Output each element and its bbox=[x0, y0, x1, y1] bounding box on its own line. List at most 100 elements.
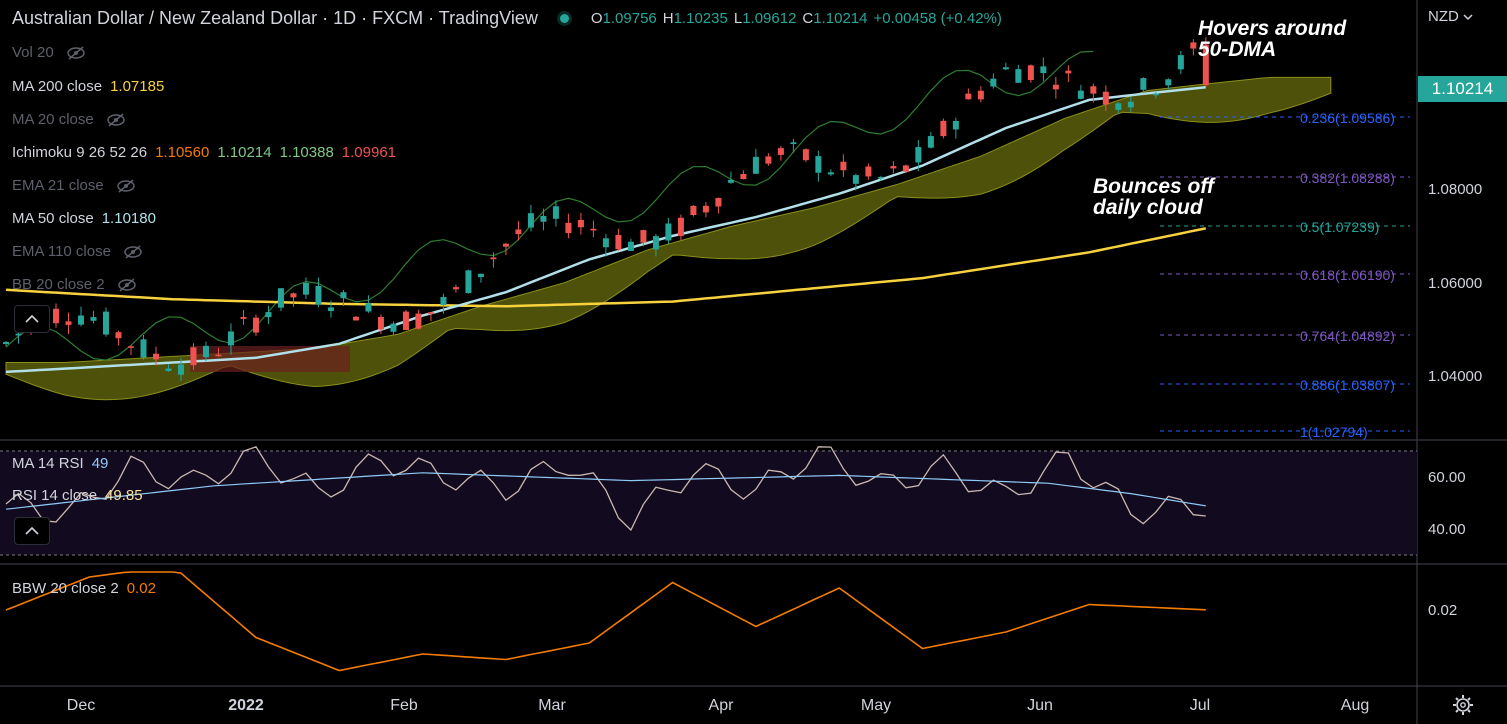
time-axis-label: Jun bbox=[1027, 697, 1053, 714]
candle-body bbox=[815, 156, 822, 173]
candle-body bbox=[590, 228, 597, 231]
candle-body bbox=[1127, 101, 1134, 108]
candle-body bbox=[965, 93, 972, 100]
legend-rsi[interactable]: RSI 14 close 49.85 bbox=[12, 487, 151, 504]
candle-body bbox=[702, 205, 709, 213]
rsi-band bbox=[0, 451, 1417, 555]
candle-body bbox=[1077, 90, 1084, 99]
rsi-axis-label: 60.00 bbox=[1428, 469, 1466, 486]
eye-hidden-icon[interactable] bbox=[106, 112, 126, 127]
candle-body bbox=[890, 166, 897, 169]
annotation-line: 50-DMA bbox=[1198, 38, 1277, 61]
candle-body bbox=[502, 243, 509, 247]
ohlc-item: L1.09612 bbox=[733, 10, 797, 27]
candle-body bbox=[115, 332, 122, 339]
ohlc-readout: O1.09756 H1.10235 L1.09612 C1.10214 +0.00458… bbox=[591, 10, 1008, 27]
legend-vol-label: Vol 20 bbox=[12, 44, 54, 61]
time-axis-label: May bbox=[860, 697, 892, 714]
candle-body bbox=[1177, 55, 1184, 70]
legend-ma14rsi[interactable]: MA 14 RSI 49 bbox=[12, 455, 116, 472]
candle-body bbox=[740, 173, 747, 180]
settings-gear-icon[interactable] bbox=[1452, 694, 1474, 716]
time-axis-label: Apr bbox=[708, 697, 734, 714]
candle-body bbox=[927, 136, 934, 148]
annotation-bounces[interactable]: Bounces off daily cloud bbox=[1093, 176, 1214, 218]
legend-ma50[interactable]: MA 50 close 1.10180 bbox=[12, 210, 164, 227]
legend-ema110[interactable]: EMA 110 close bbox=[12, 243, 143, 260]
ichimoku-value-4: 1.09961 bbox=[341, 144, 397, 161]
price-axis-label: 1.08000 bbox=[1428, 181, 1483, 198]
time-axis-label: Aug bbox=[1340, 697, 1370, 714]
candle-body bbox=[215, 354, 222, 357]
candle-body bbox=[1190, 42, 1197, 49]
candle-body bbox=[852, 175, 859, 184]
candle-body bbox=[977, 90, 984, 100]
candle-body bbox=[615, 235, 622, 250]
eye-hidden-icon[interactable] bbox=[116, 178, 136, 193]
candle-body bbox=[1090, 86, 1097, 94]
candle-body bbox=[1040, 66, 1047, 74]
eye-hidden-icon[interactable] bbox=[123, 244, 143, 259]
candle-body bbox=[777, 148, 784, 155]
candle-body bbox=[990, 78, 997, 87]
time-axis-label: Jul bbox=[1189, 697, 1211, 714]
legend-ema21[interactable]: EMA 21 close bbox=[12, 177, 136, 194]
collapse-legend-button[interactable] bbox=[14, 305, 50, 333]
currency-selector[interactable]: NZD bbox=[1428, 8, 1473, 25]
candle-body bbox=[377, 317, 384, 330]
candle-body bbox=[727, 180, 734, 183]
eye-hidden-icon[interactable] bbox=[117, 277, 137, 292]
legend-ma50-label: MA 50 close bbox=[12, 210, 94, 227]
candle-body bbox=[202, 345, 209, 358]
market-status-icon bbox=[559, 14, 569, 23]
legend-ma14rsi-label: MA 14 RSI bbox=[12, 455, 84, 472]
legend-ichimoku[interactable]: Ichimoku 9 26 52 26 1.10560 1.10214 1.10388… bbox=[12, 144, 404, 161]
legend-vol[interactable]: Vol 20 bbox=[12, 44, 86, 61]
price-axis-label: 1.04000 bbox=[1428, 368, 1483, 385]
time-axis-label: Feb bbox=[390, 697, 418, 714]
bbw-axis-label: 0.02 bbox=[1428, 602, 1458, 619]
ohlc-item: C1.10214 bbox=[802, 10, 868, 27]
legend-ema110-label: EMA 110 close bbox=[12, 243, 111, 260]
legend-bb[interactable]: BB 20 close 2 bbox=[12, 276, 137, 293]
fib-level-label: 0.618(1.06190) bbox=[1300, 267, 1395, 283]
candle-body bbox=[3, 342, 9, 345]
candle-body bbox=[952, 120, 959, 130]
candle-body bbox=[527, 213, 534, 228]
rsi-axis-label: 40.00 bbox=[1428, 521, 1466, 538]
rsi-ma-line bbox=[5, 472, 1206, 510]
legend-ma200[interactable]: MA 200 close 1.07185 bbox=[12, 78, 172, 95]
candle-body bbox=[415, 313, 422, 329]
annotation-hovers[interactable]: Hovers around 50-DMA bbox=[1198, 18, 1346, 60]
legend-ma20-label: MA 20 close bbox=[12, 111, 94, 128]
time-axis-label: Dec bbox=[66, 697, 96, 714]
candle-body bbox=[1152, 93, 1159, 96]
collapse-rsi-legend-button[interactable] bbox=[14, 517, 50, 545]
legend-bbw-label: BBW 20 close 2 bbox=[12, 580, 119, 597]
legend-ichimoku-label: Ichimoku 9 26 52 26 bbox=[12, 144, 148, 161]
fib-level-label: 0.886(1.03807) bbox=[1300, 377, 1395, 393]
candle-body bbox=[1140, 78, 1147, 90]
symbol-title[interactable]: Australian Dollar / New Zealand Dollar ·… bbox=[12, 8, 538, 28]
eye-hidden-icon[interactable] bbox=[66, 45, 86, 60]
candle-body bbox=[390, 323, 397, 332]
candle-body bbox=[277, 288, 284, 308]
candle-body bbox=[827, 172, 834, 175]
candle-body bbox=[452, 287, 459, 290]
candle-body bbox=[402, 311, 409, 330]
time-axis-label: Mar bbox=[538, 697, 566, 714]
candle-body bbox=[177, 364, 184, 375]
legend-bbw[interactable]: BBW 20 close 2 0.02 bbox=[12, 580, 164, 597]
candle-body bbox=[440, 296, 447, 306]
candle-body bbox=[677, 217, 684, 237]
legend-ma14rsi-value: 49 bbox=[91, 455, 109, 472]
chevron-up-icon bbox=[25, 314, 39, 323]
candle-body bbox=[627, 241, 634, 251]
candle-body bbox=[690, 205, 697, 216]
candle-body bbox=[1065, 70, 1072, 74]
ichimoku-lagging-line bbox=[5, 50, 1094, 361]
candle-body bbox=[127, 346, 134, 348]
chevron-up-icon bbox=[25, 526, 39, 535]
legend-ma20[interactable]: MA 20 close bbox=[12, 111, 126, 128]
